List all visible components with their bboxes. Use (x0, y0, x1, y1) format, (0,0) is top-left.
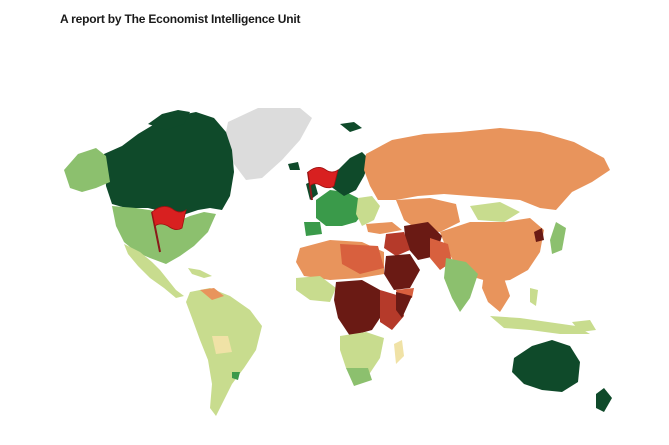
region-australia[interactable] (512, 340, 580, 392)
region-turkey[interactable] (366, 222, 402, 234)
region-mexico[interactable] (124, 244, 184, 298)
region-mongolia[interactable] (470, 202, 520, 222)
flag-icon (307, 167, 339, 201)
region-bolivia[interactable] (212, 336, 232, 354)
region-south-africa[interactable] (346, 368, 372, 386)
region-canada[interactable] (104, 112, 234, 222)
region-japan[interactable] (550, 222, 566, 254)
report-header: A report by The Economist Intelligence U… (60, 12, 301, 26)
region-west-africa[interactable] (296, 276, 336, 302)
region-greenland[interactable] (224, 108, 312, 180)
region-usa[interactable] (112, 206, 216, 264)
region-iraq-syria[interactable] (384, 232, 410, 256)
region-iceland[interactable] (288, 162, 300, 170)
region-svalbard[interactable] (340, 122, 362, 132)
region-indonesia[interactable] (490, 316, 590, 334)
region-philippines[interactable] (530, 288, 538, 306)
region-western-europe[interactable] (316, 190, 364, 226)
region-central-africa[interactable] (334, 280, 384, 336)
region-caribbean[interactable] (188, 268, 212, 278)
region-central-asia[interactable] (396, 198, 460, 232)
region-scandinavia[interactable] (330, 152, 370, 196)
region-libya-egypt[interactable] (340, 244, 384, 274)
region-eastern-europe[interactable] (356, 196, 380, 226)
region-saudi-arabia[interactable] (384, 254, 420, 290)
region-alaska[interactable] (64, 148, 110, 192)
region-venezuela[interactable] (200, 288, 224, 300)
region-southeast-asia[interactable] (482, 274, 510, 312)
region-russia[interactable] (364, 128, 610, 210)
region-canada-islands[interactable] (148, 110, 190, 130)
region-uruguay[interactable] (232, 372, 240, 380)
region-papua[interactable] (572, 320, 596, 332)
region-north-korea[interactable] (534, 228, 544, 242)
region-somalia[interactable] (396, 292, 412, 318)
region-new-zealand[interactable] (596, 388, 612, 412)
flag-icon (151, 206, 187, 253)
region-india[interactable] (444, 258, 478, 312)
region-iberia[interactable] (304, 222, 322, 236)
region-madagascar[interactable] (394, 340, 404, 364)
